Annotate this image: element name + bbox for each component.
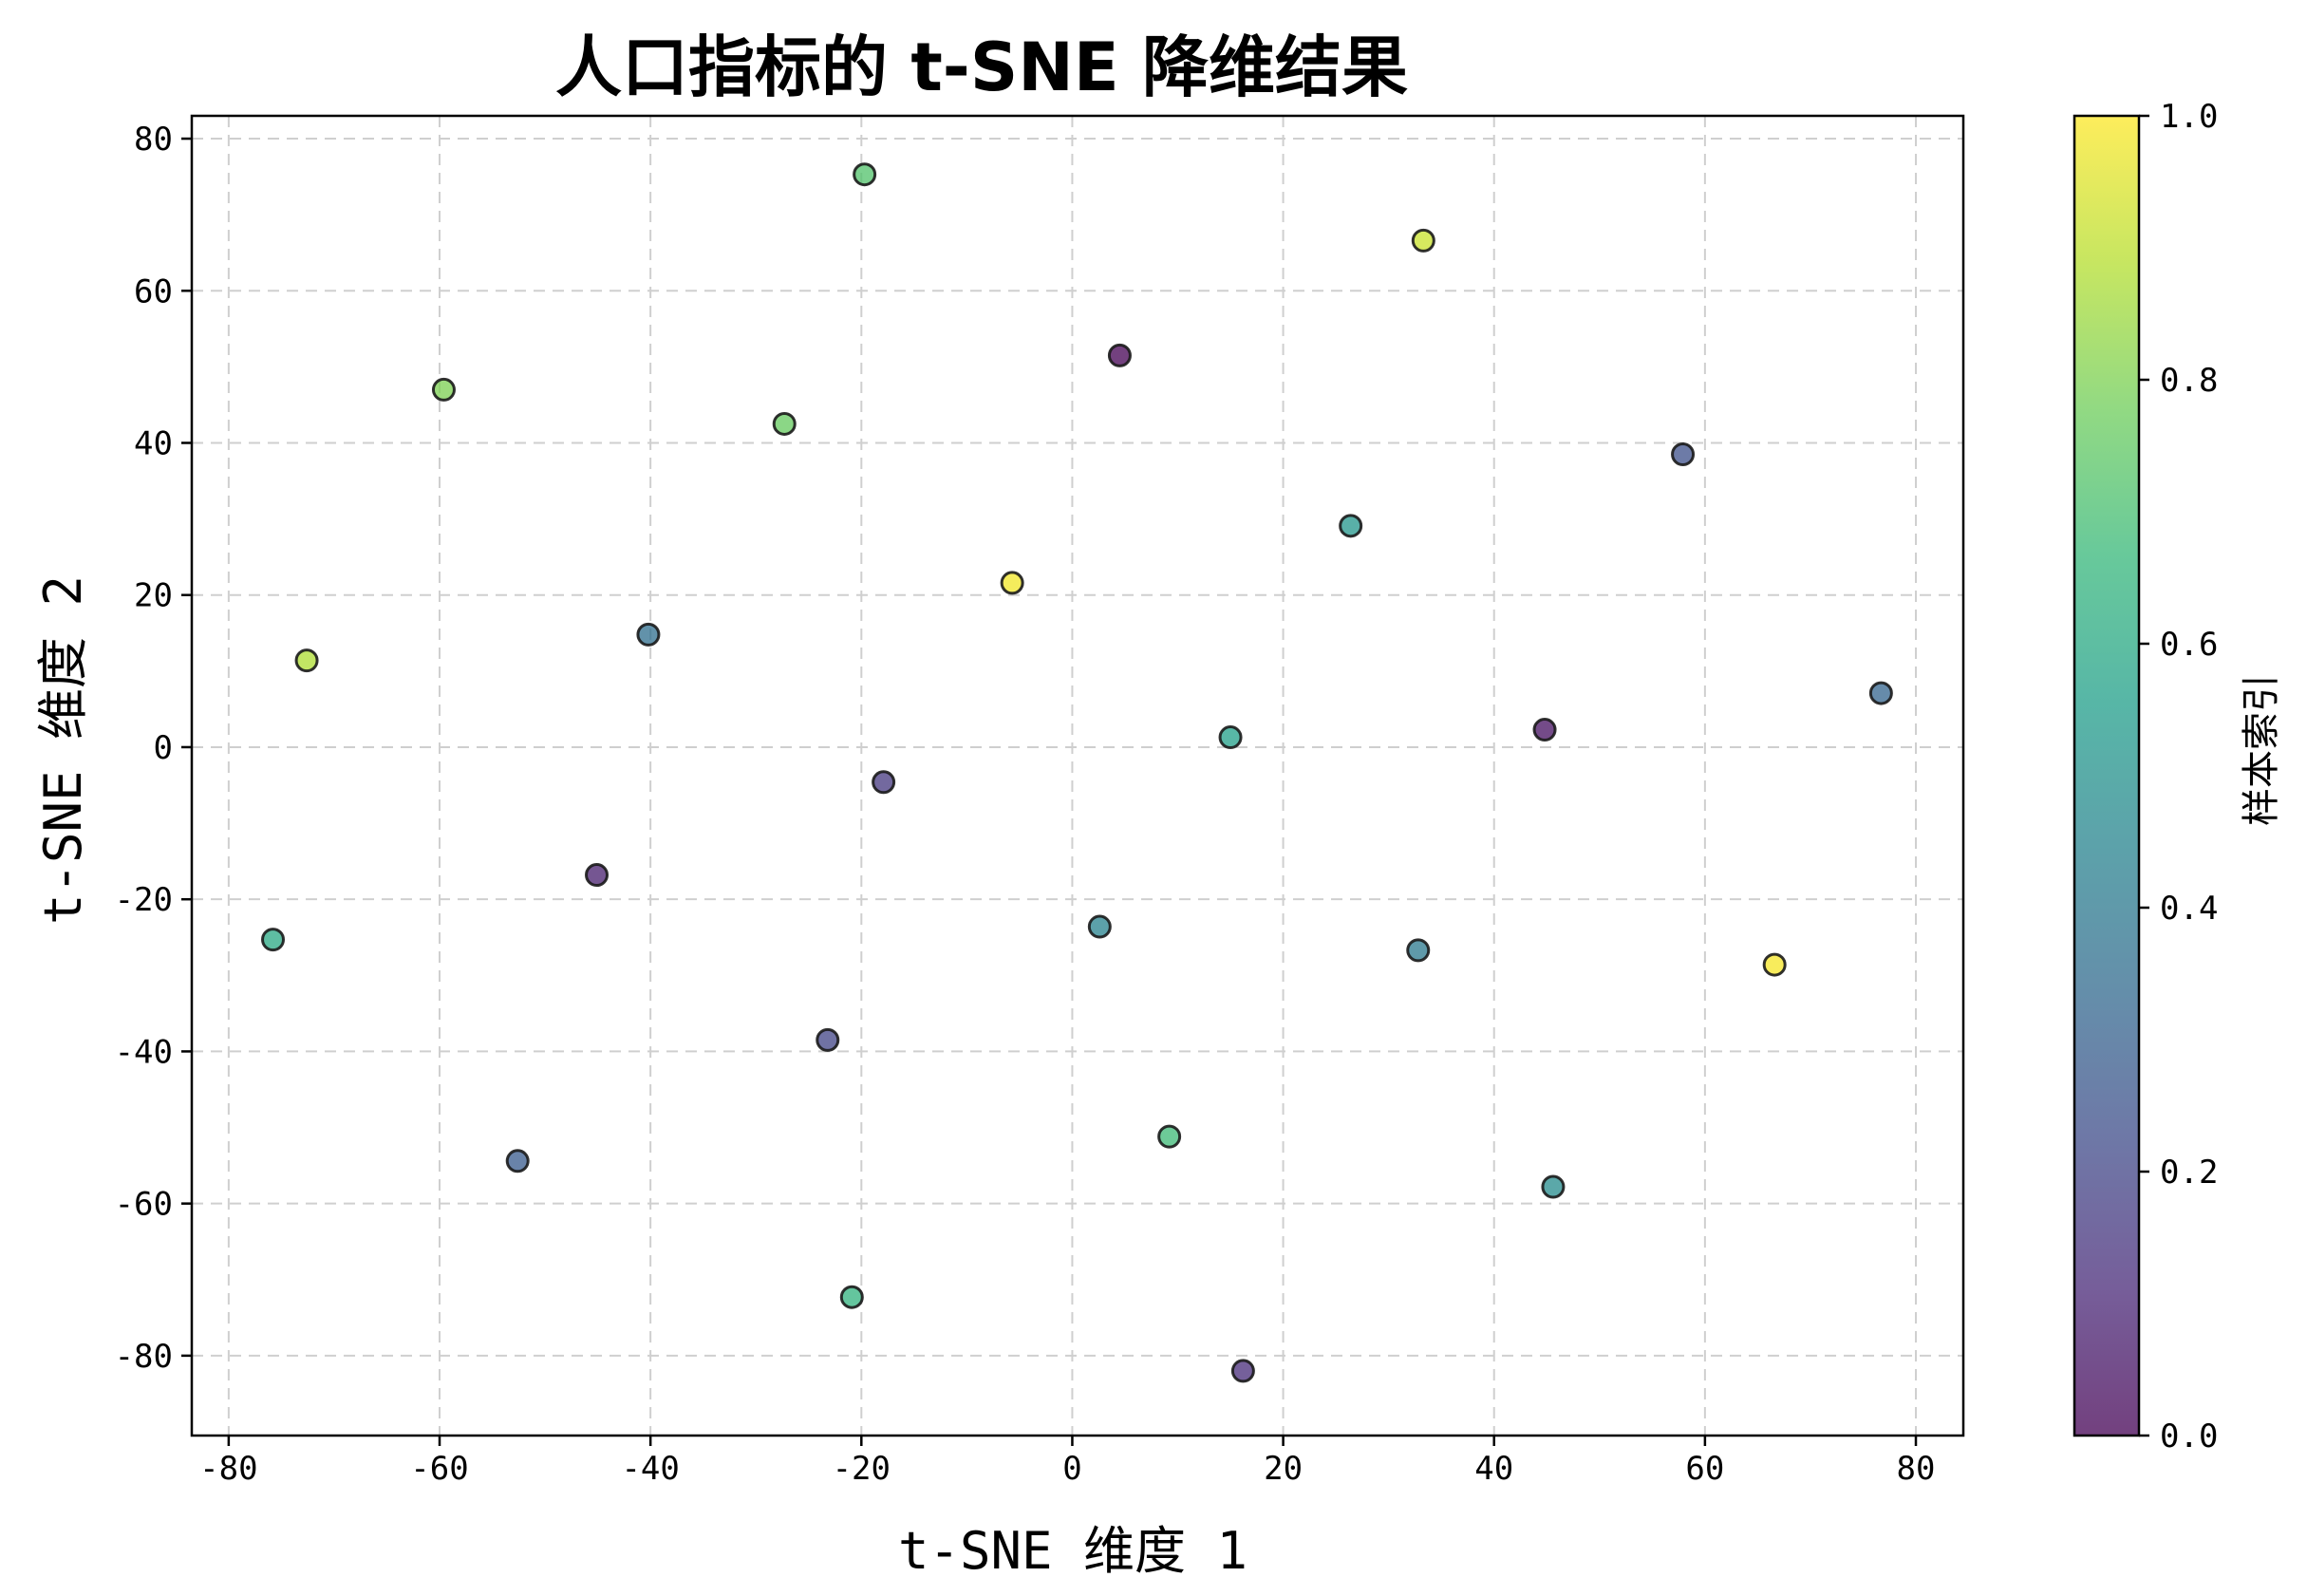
colorbar-tick-label: 0.2 <box>2160 1154 2218 1192</box>
x-tick-label: -80 <box>199 1450 257 1488</box>
chart-title: 人口指标的 t-SNE 降维结果 <box>555 28 1408 106</box>
data-point <box>431 377 456 402</box>
data-point <box>1762 952 1787 977</box>
grid <box>192 116 1963 1436</box>
colorbar-ticks: 0.0 0.2 0.4 0.6 0.8 1.0 <box>2139 98 2218 1455</box>
data-point <box>1218 725 1243 750</box>
data-point <box>1230 1359 1255 1383</box>
data-point <box>1339 514 1363 538</box>
y-tick-label: 20 <box>134 577 173 615</box>
y-axis-ticks: -80 -60 -40 -20 0 20 40 60 80 <box>115 121 192 1376</box>
data-point <box>1541 1174 1566 1199</box>
y-axis-label: t-SNE 维度 2 <box>33 575 93 925</box>
data-point <box>1406 938 1431 963</box>
y-tick-label: -20 <box>115 881 173 919</box>
x-tick-label: 0 <box>1062 1450 1081 1488</box>
data-point <box>853 162 877 187</box>
x-axis-ticks: -80 -60 -40 -20 0 20 40 60 80 <box>199 1436 1935 1488</box>
y-tick-label: -80 <box>115 1338 173 1376</box>
x-tick-label: -40 <box>621 1450 679 1488</box>
data-point <box>1532 718 1557 742</box>
data-point <box>505 1149 530 1174</box>
data-point <box>636 622 661 647</box>
y-tick-label: 60 <box>134 272 173 310</box>
y-tick-label: -60 <box>115 1186 173 1224</box>
colorbar-label: 样本索引 <box>2240 674 2283 826</box>
data-point <box>1000 571 1024 595</box>
plot-frame <box>190 114 1965 1437</box>
x-tick-label: -60 <box>410 1450 468 1488</box>
data-points <box>261 162 1893 1383</box>
x-axis-label: t-SNE 维度 1 <box>898 1521 1247 1581</box>
y-tick-label: 0 <box>154 729 173 767</box>
data-point <box>816 1027 840 1052</box>
colorbar <box>2073 114 2141 1437</box>
colorbar-tick-label: 0.8 <box>2160 362 2218 400</box>
x-tick-label: 40 <box>1474 1450 1513 1488</box>
data-point <box>772 411 797 436</box>
data-point <box>1671 442 1696 467</box>
x-tick-label: 20 <box>1264 1450 1303 1488</box>
data-point <box>872 770 896 795</box>
y-tick-label: 80 <box>134 121 173 159</box>
y-tick-label: 40 <box>134 424 173 462</box>
colorbar-tick-label: 0.0 <box>2160 1418 2218 1455</box>
y-tick-label: -40 <box>115 1033 173 1071</box>
colorbar-tick-label: 0.4 <box>2160 890 2218 928</box>
data-point <box>1107 343 1132 367</box>
data-point <box>839 1285 864 1309</box>
data-point <box>261 928 286 952</box>
x-tick-label: -20 <box>833 1450 891 1488</box>
x-tick-label: 60 <box>1685 1450 1724 1488</box>
data-point <box>1411 228 1435 253</box>
data-point <box>1157 1124 1182 1149</box>
data-point <box>294 648 319 673</box>
data-point <box>585 863 610 888</box>
x-tick-label: 80 <box>1897 1450 1936 1488</box>
data-point <box>1868 681 1893 705</box>
data-point <box>1087 914 1112 939</box>
colorbar-tick-label: 1.0 <box>2160 98 2218 136</box>
colorbar-tick-label: 0.6 <box>2160 626 2218 664</box>
